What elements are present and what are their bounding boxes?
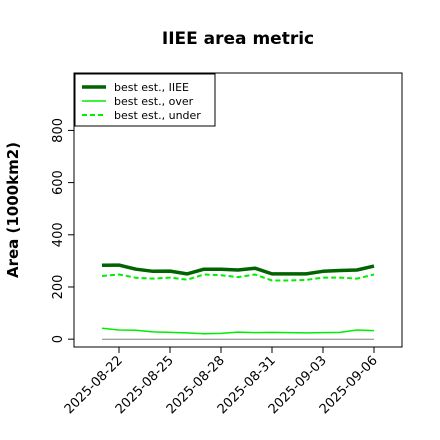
y-tick-label: 800: [51, 118, 66, 143]
y-tick-label: 600: [51, 170, 66, 195]
y-tick-label: 200: [51, 275, 66, 300]
y-tick-label: 0: [51, 335, 66, 343]
legend-label: best est., IIEE: [114, 81, 189, 94]
series-line-best-est-under: [101, 273, 375, 282]
y-axis-label: Area (1000km2): [4, 142, 22, 278]
plot-frame: [73, 72, 403, 348]
y-tick-label: 400: [51, 222, 66, 247]
legend-label: best est., under: [114, 109, 201, 122]
chart-title: IIEE area metric: [162, 29, 314, 49]
series-line-best-est-iiee: [101, 263, 375, 276]
series-line-best-est-over: [101, 327, 375, 335]
legend-label: best est., over: [114, 95, 194, 108]
legend-box: [74, 73, 216, 127]
